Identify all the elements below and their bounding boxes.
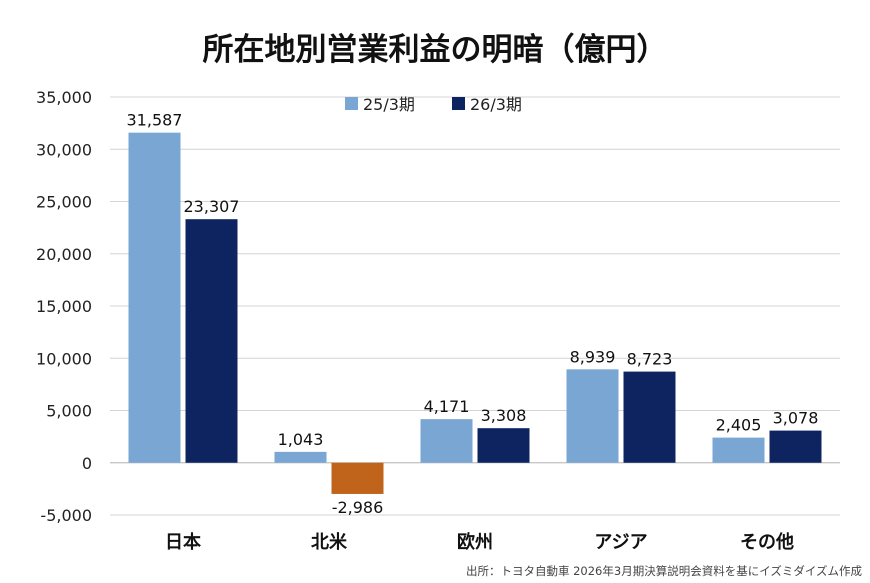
data-label: 8,723 (627, 350, 673, 369)
legend-label: 25/3期 (363, 95, 415, 114)
bar-fy25-3 (566, 369, 619, 463)
bar-fy26-3 (623, 371, 676, 463)
y-tick-label: -5,000 (40, 506, 92, 525)
legend: 25/3期 26/3期 (345, 95, 522, 114)
y-tick-label: 30,000 (36, 140, 92, 159)
data-label: 3,078 (773, 409, 819, 428)
data-label: 23,307 (184, 197, 240, 216)
category-label: 北米 (311, 531, 348, 553)
bar-fy25-4 (712, 437, 765, 463)
data-label: 2,405 (716, 416, 762, 435)
bar-fy26-1 (331, 462, 384, 494)
bars (128, 132, 822, 494)
category-label: その他 (740, 531, 794, 553)
y-axis-ticks: 35,000 30,000 25,000 20,000 15,000 10,000 5,00… (36, 88, 92, 525)
bar-fy25-2 (420, 419, 473, 463)
y-tick-label: 10,000 (36, 349, 92, 368)
data-label: 31,587 (127, 111, 183, 130)
y-tick-label: 0 (82, 454, 92, 473)
category-label: アジア (594, 532, 647, 553)
data-label: -2,986 (332, 498, 384, 517)
data-label: 4,171 (424, 397, 470, 416)
y-tick-label: 20,000 (36, 245, 92, 264)
source-note: 出所：トヨタ自動車 2026年3月期決算説明会資料を基にイズミダイズム作成 (466, 564, 863, 578)
category-label: 日本 (165, 531, 201, 553)
data-label: 1,043 (278, 430, 324, 449)
data-label: 3,308 (481, 406, 527, 425)
y-tick-label: 25,000 (36, 193, 92, 212)
bar-fy26-4 (769, 430, 822, 463)
y-tick-label: 15,000 (36, 297, 92, 316)
x-axis-categories: 日本 北米 欧州 アジア その他 (165, 531, 794, 553)
bar-fy26-0 (185, 219, 238, 463)
chart-title: 所在地別営業利益の明暗（億円） (203, 32, 668, 68)
legend-swatch (345, 97, 358, 110)
bar-fy26-2 (477, 428, 530, 463)
legend-label: 26/3期 (470, 95, 522, 114)
bar-fy25-0 (128, 132, 181, 463)
legend-swatch (452, 97, 465, 110)
data-labels: 31,587 23,307 1,043 -2,986 4,171 3,308 8,939 8,… (127, 111, 819, 517)
y-tick-label: 35,000 (36, 88, 92, 107)
y-tick-label: 5,000 (46, 402, 92, 421)
bar-fy25-1 (274, 451, 327, 463)
category-label: 欧州 (457, 531, 493, 553)
data-label: 8,939 (570, 347, 616, 366)
